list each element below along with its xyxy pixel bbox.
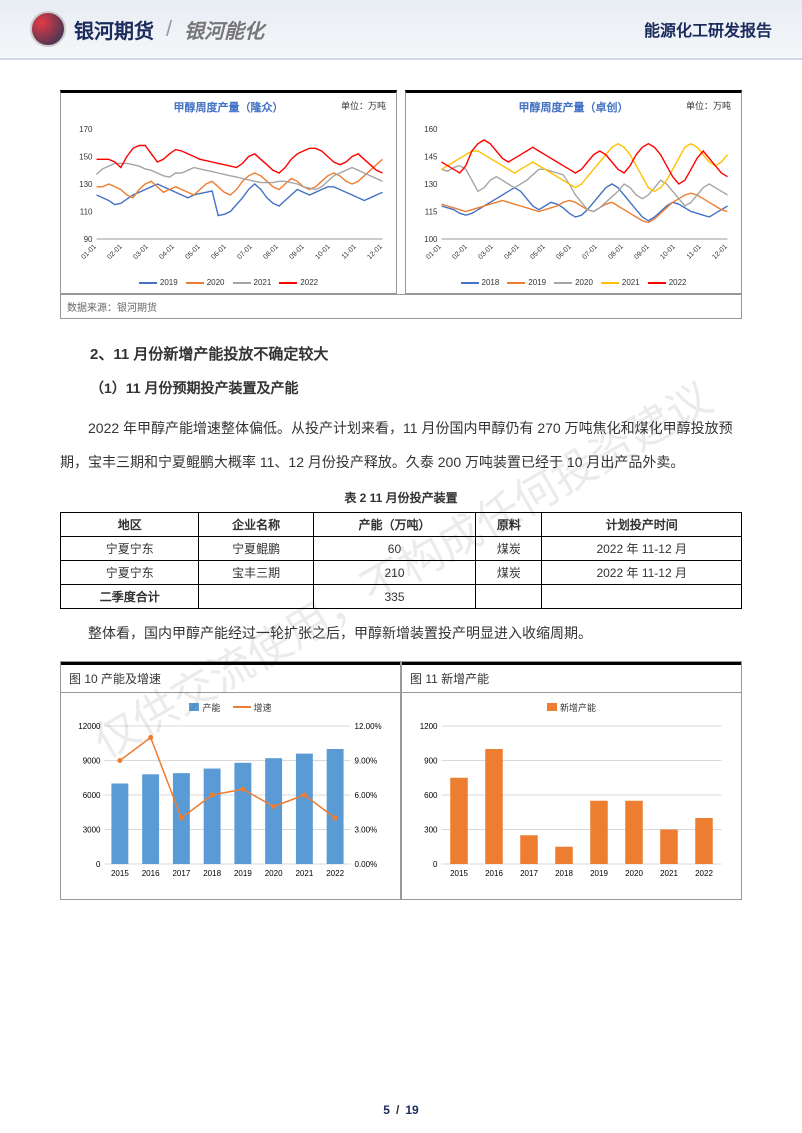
svg-text:2022: 2022 [326, 869, 344, 878]
svg-text:10-01: 10-01 [314, 243, 332, 261]
svg-text:9.00%: 9.00% [355, 756, 378, 765]
svg-text:06-01: 06-01 [210, 243, 228, 261]
paragraph-1: 2022 年甲醇产能增速整体偏低。从投产计划来看，11 月份国内甲醇仍有 270… [60, 412, 742, 479]
svg-text:12-01: 12-01 [711, 243, 729, 261]
svg-text:300: 300 [424, 825, 438, 834]
page-content: 甲醇周度产量（隆众） 单位：万吨 9011013015017001-0102-0… [0, 60, 802, 900]
svg-text:2015: 2015 [111, 869, 129, 878]
svg-text:02-01: 02-01 [106, 243, 124, 261]
bottom-charts-row: 图 10 产能及增速 产能增速 0300060009000120000.00%3… [60, 661, 742, 900]
svg-text:0: 0 [96, 860, 101, 869]
svg-text:6000: 6000 [83, 791, 101, 800]
svg-text:2021: 2021 [660, 869, 678, 878]
svg-text:100: 100 [424, 235, 438, 244]
svg-text:600: 600 [424, 791, 438, 800]
page-header: 银河期货 / 银河能化 能源化工研发报告 [0, 0, 802, 60]
svg-text:12.00%: 12.00% [355, 722, 382, 731]
svg-text:2020: 2020 [265, 869, 283, 878]
data-source: 数据来源：银河期货 [60, 294, 742, 319]
svg-text:90: 90 [84, 235, 93, 244]
svg-text:07-01: 07-01 [236, 243, 254, 261]
chart-10-header: 图 10 产能及增速 [61, 662, 400, 693]
svg-text:01-01: 01-01 [80, 243, 98, 261]
svg-text:12000: 12000 [78, 722, 101, 731]
logo-subtitle: 银河能化 [184, 15, 264, 44]
svg-text:03-01: 03-01 [132, 243, 150, 261]
svg-text:900: 900 [424, 756, 438, 765]
chart-10: 图 10 产能及增速 产能增速 0300060009000120000.00%3… [60, 661, 401, 900]
svg-text:0: 0 [433, 860, 438, 869]
svg-text:11-01: 11-01 [341, 243, 358, 260]
svg-text:170: 170 [79, 125, 93, 134]
svg-text:2016: 2016 [485, 869, 503, 878]
svg-text:08-01: 08-01 [607, 243, 625, 261]
table-2: 地区企业名称产能（万吨）原料计划投产时间宁夏宁东宁夏鲲鹏60煤炭2022 年 1… [60, 512, 742, 609]
table-2-caption: 表 2 11 月份投产装置 [60, 489, 742, 506]
svg-text:05-01: 05-01 [529, 243, 547, 261]
svg-text:04-01: 04-01 [503, 243, 521, 261]
section-heading-2: 2、11 月份新增产能投放不确定较大 [90, 343, 742, 364]
svg-text:2015: 2015 [450, 869, 468, 878]
svg-text:2021: 2021 [295, 869, 313, 878]
svg-text:10-01: 10-01 [659, 243, 677, 261]
svg-text:2018: 2018 [203, 869, 221, 878]
chart-11-header: 图 11 新增产能 [402, 662, 741, 693]
svg-text:0.00%: 0.00% [355, 860, 378, 869]
page-number: 5 [383, 1103, 390, 1117]
top-charts-row: 甲醇周度产量（隆众） 单位：万吨 9011013015017001-0102-0… [60, 90, 742, 294]
paragraph-2: 整体看，国内甲醇产能经过一轮扩张之后，甲醇新增装置投产明显进入收缩周期。 [60, 617, 742, 651]
svg-text:2020: 2020 [625, 869, 643, 878]
logo-icon [30, 11, 66, 47]
svg-text:04-01: 04-01 [158, 243, 176, 261]
svg-text:2018: 2018 [555, 869, 573, 878]
logo-separator: / [166, 16, 172, 42]
chart-top-right: 甲醇周度产量（卓创） 单位：万吨 10011513014516001-0102-… [405, 90, 742, 294]
svg-text:6.00%: 6.00% [355, 791, 378, 800]
svg-text:09-01: 09-01 [288, 243, 306, 261]
svg-text:2019: 2019 [234, 869, 252, 878]
svg-text:09-01: 09-01 [633, 243, 651, 261]
svg-text:01-01: 01-01 [425, 243, 443, 261]
chart-top-left: 甲醇周度产量（隆众） 单位：万吨 9011013015017001-0102-0… [60, 90, 397, 294]
svg-text:2017: 2017 [172, 869, 190, 878]
subsection-heading-2-1: （1）11 月份预期投产装置及产能 [90, 378, 742, 398]
chart-11: 图 11 新增产能 新增产能03006009001200201520162017… [401, 661, 742, 900]
svg-text:05-01: 05-01 [184, 243, 202, 261]
svg-text:2019: 2019 [590, 869, 608, 878]
svg-text:07-01: 07-01 [581, 243, 599, 261]
svg-text:115: 115 [425, 208, 438, 217]
svg-text:08-01: 08-01 [262, 243, 280, 261]
svg-text:130: 130 [79, 180, 93, 189]
svg-text:145: 145 [424, 153, 438, 162]
svg-text:150: 150 [79, 153, 93, 162]
svg-text:2022: 2022 [695, 869, 713, 878]
logo-section: 银河期货 / 银河能化 [30, 11, 264, 47]
svg-text:110: 110 [80, 208, 93, 217]
svg-text:2017: 2017 [520, 869, 538, 878]
svg-text:03-01: 03-01 [477, 243, 495, 261]
page-footer: 5 / 19 [0, 1103, 802, 1117]
svg-text:3.00%: 3.00% [355, 825, 378, 834]
logo-main: 银河期货 [74, 15, 154, 44]
svg-text:1200: 1200 [420, 722, 438, 731]
svg-text:3000: 3000 [83, 825, 101, 834]
page-total: 19 [405, 1103, 418, 1117]
svg-text:2016: 2016 [142, 869, 160, 878]
svg-text:06-01: 06-01 [555, 243, 573, 261]
header-report-type: 能源化工研发报告 [644, 17, 772, 41]
svg-text:02-01: 02-01 [451, 243, 469, 261]
svg-text:130: 130 [424, 180, 438, 189]
svg-text:11-01: 11-01 [686, 243, 703, 260]
svg-text:12-01: 12-01 [366, 243, 384, 261]
page-separator: / [396, 1103, 399, 1117]
svg-text:160: 160 [424, 125, 438, 134]
svg-text:9000: 9000 [83, 756, 101, 765]
